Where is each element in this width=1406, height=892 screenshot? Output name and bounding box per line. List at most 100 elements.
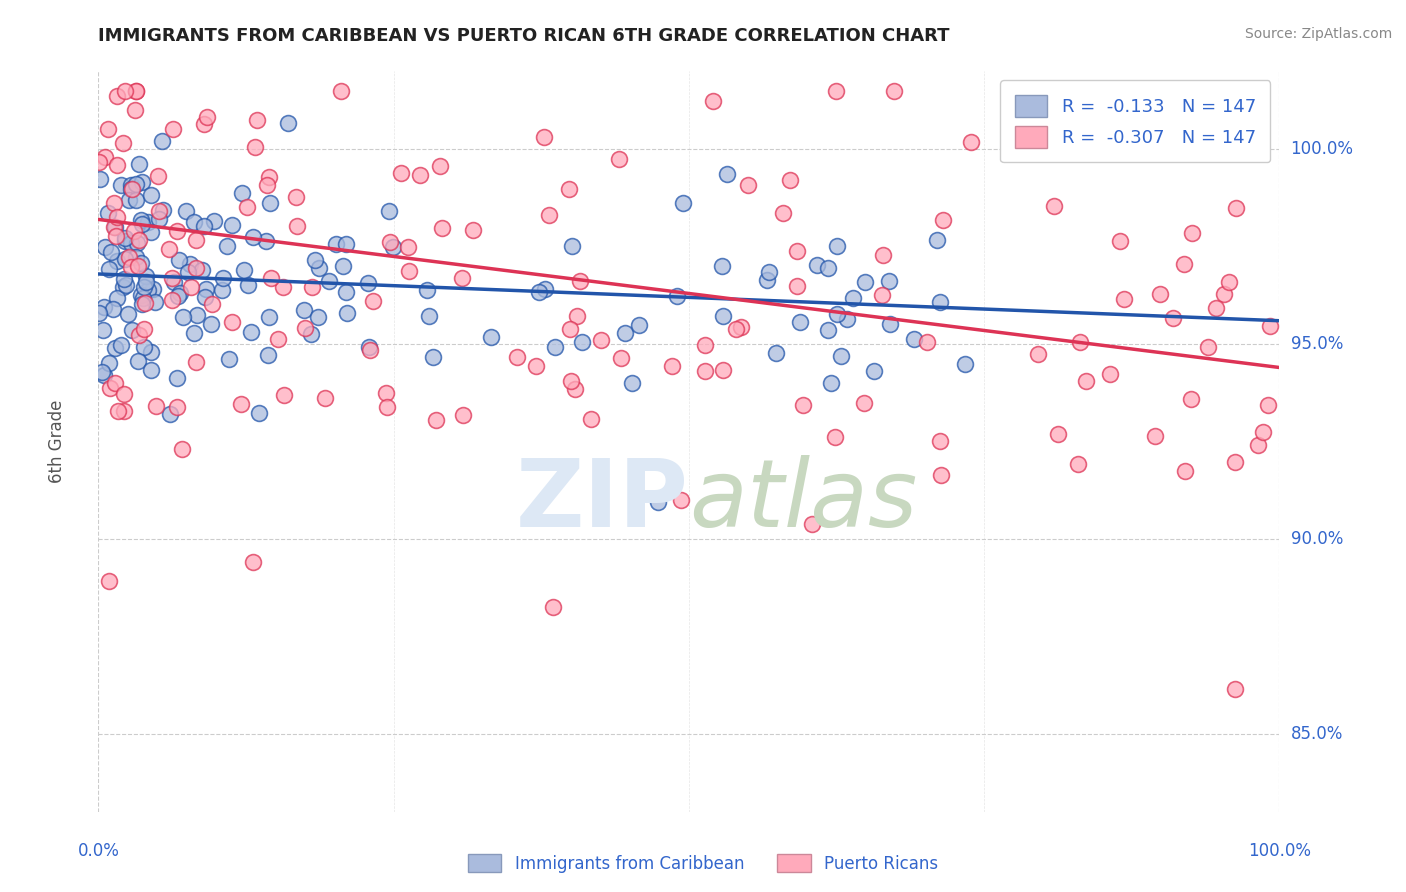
- Point: [396, 240, 419, 254]
- Point: [110, 338, 132, 352]
- Point: [94, 150, 117, 164]
- Point: [357, 340, 380, 354]
- Point: [257, 310, 280, 324]
- Point: [139, 225, 162, 239]
- Point: [1042, 199, 1064, 213]
- Point: [121, 182, 143, 196]
- Point: [257, 347, 280, 361]
- Point: [609, 351, 631, 365]
- Point: [110, 178, 132, 193]
- Point: [756, 273, 779, 287]
- Point: [132, 279, 155, 293]
- Point: [120, 260, 142, 274]
- Text: ZIP: ZIP: [516, 455, 689, 547]
- Point: [148, 169, 170, 184]
- Point: [127, 354, 149, 368]
- Point: [479, 330, 502, 344]
- Point: [217, 239, 239, 253]
- Point: [429, 160, 451, 174]
- Point: [139, 362, 162, 376]
- Point: [711, 309, 734, 323]
- Point: [142, 282, 165, 296]
- Point: [579, 412, 602, 426]
- Point: [416, 283, 439, 297]
- Point: [1067, 458, 1090, 472]
- Point: [792, 399, 814, 413]
- Point: [377, 204, 399, 219]
- Point: [1174, 464, 1197, 478]
- Point: [105, 211, 128, 225]
- Point: [363, 293, 385, 308]
- Text: 85.0%: 85.0%: [1291, 725, 1343, 743]
- Point: [1181, 226, 1204, 240]
- Text: 100.0%: 100.0%: [1291, 140, 1354, 158]
- Text: 0.0%: 0.0%: [77, 842, 120, 860]
- Point: [928, 295, 950, 310]
- Point: [614, 326, 637, 341]
- Point: [841, 292, 863, 306]
- Point: [425, 413, 447, 427]
- Point: [172, 310, 194, 325]
- Point: [711, 362, 734, 376]
- Point: [335, 285, 357, 299]
- Point: [299, 326, 322, 341]
- Text: Source: ZipAtlas.com: Source: ZipAtlas.com: [1244, 27, 1392, 41]
- Point: [927, 233, 949, 247]
- Point: [786, 244, 808, 258]
- Point: [825, 307, 848, 321]
- Point: [129, 256, 152, 270]
- Point: [825, 239, 848, 253]
- Point: [1251, 425, 1274, 439]
- Point: [211, 283, 233, 297]
- Point: [183, 215, 205, 229]
- Point: [359, 343, 381, 358]
- Point: [124, 103, 146, 118]
- Point: [201, 297, 224, 311]
- Point: [257, 169, 280, 184]
- Point: [695, 364, 717, 378]
- Point: [157, 242, 180, 256]
- Point: [105, 291, 128, 305]
- Point: [87, 155, 110, 169]
- Point: [533, 130, 555, 145]
- Point: [325, 237, 347, 252]
- Point: [170, 442, 193, 457]
- Point: [107, 88, 129, 103]
- Point: [1076, 374, 1098, 388]
- Point: [1225, 202, 1247, 216]
- Point: [765, 346, 787, 360]
- Point: [398, 264, 420, 278]
- Point: [169, 286, 191, 301]
- Point: [180, 280, 202, 294]
- Point: [929, 468, 952, 483]
- Point: [627, 318, 650, 332]
- Point: [135, 268, 157, 283]
- Point: [308, 260, 330, 275]
- Text: 90.0%: 90.0%: [1291, 530, 1343, 548]
- Point: [432, 220, 454, 235]
- Point: [121, 323, 143, 337]
- Point: [267, 332, 290, 346]
- Point: [1143, 428, 1166, 442]
- Point: [1212, 286, 1234, 301]
- Point: [125, 193, 148, 207]
- Point: [273, 387, 295, 401]
- Point: [128, 328, 150, 343]
- Point: [1197, 340, 1219, 354]
- Point: [242, 230, 264, 244]
- Point: [193, 117, 215, 131]
- Point: [160, 270, 183, 285]
- Point: [184, 260, 207, 275]
- Point: [621, 376, 644, 390]
- Point: [382, 240, 405, 254]
- Point: [666, 289, 689, 303]
- Point: [932, 212, 955, 227]
- Point: [716, 167, 738, 181]
- Point: [737, 178, 759, 192]
- Point: [544, 340, 567, 354]
- Point: [711, 259, 734, 273]
- Point: [883, 84, 905, 98]
- Point: [122, 224, 145, 238]
- Point: [330, 84, 353, 98]
- Point: [125, 177, 148, 191]
